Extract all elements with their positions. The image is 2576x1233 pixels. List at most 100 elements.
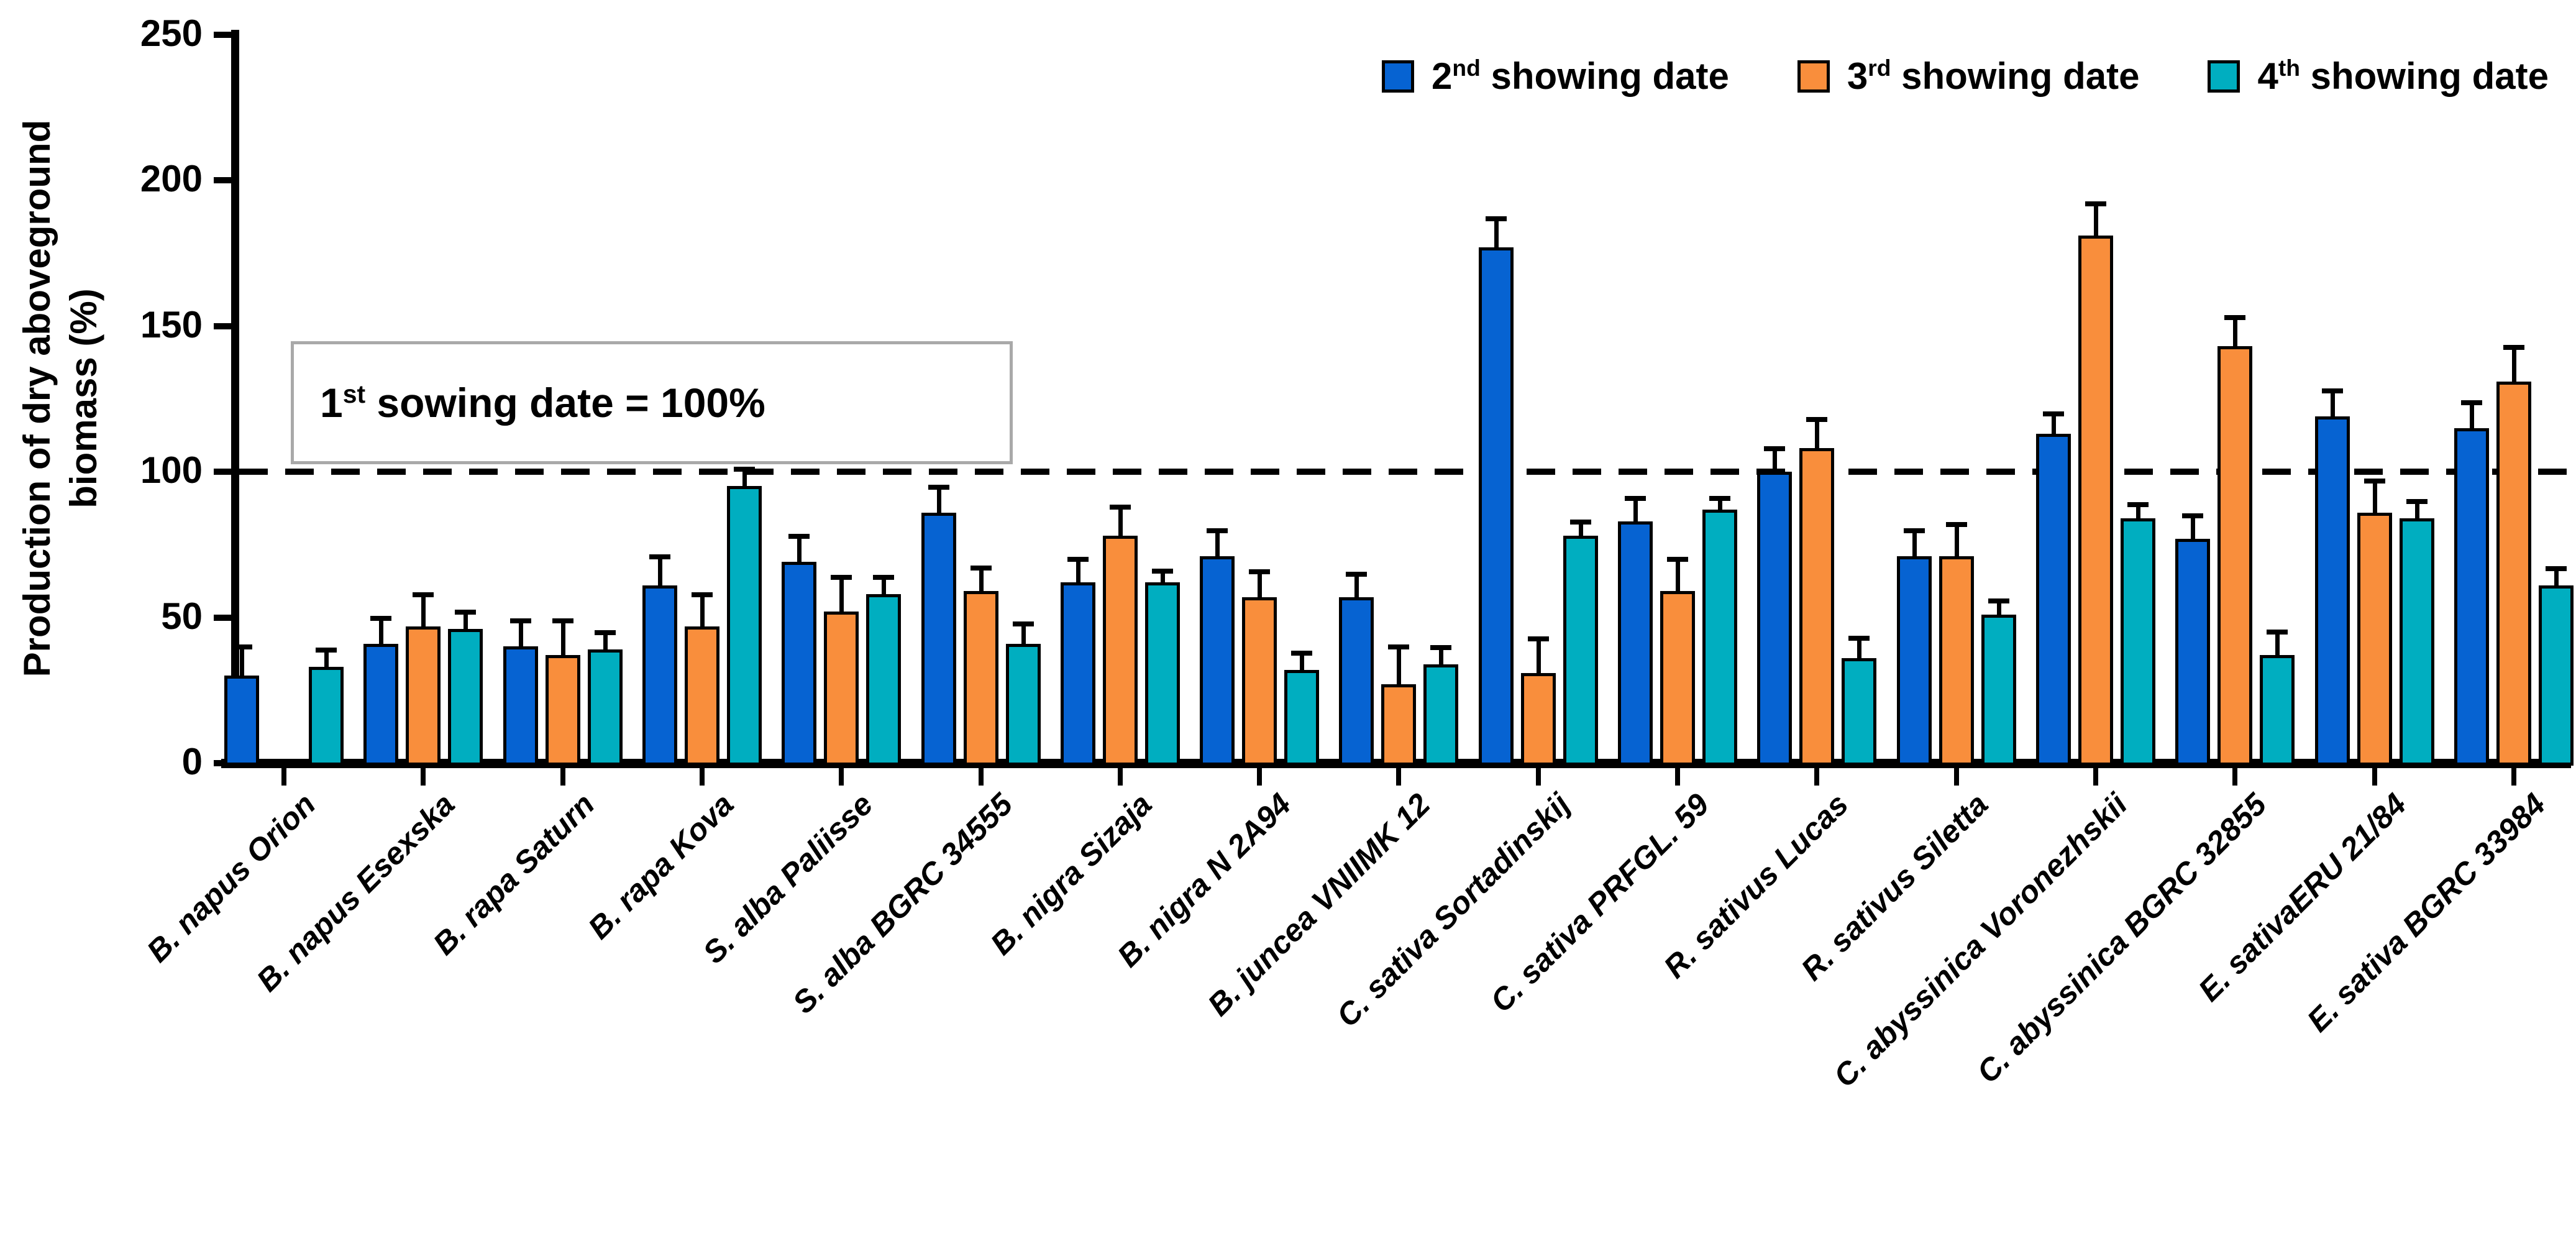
- error-bar-cap: [788, 534, 810, 539]
- error-bar-cap: [1012, 621, 1034, 626]
- error-bar-cap: [1806, 417, 1828, 423]
- error-bar: [1857, 638, 1862, 659]
- error-bar-cap: [552, 618, 573, 624]
- bar: [2357, 512, 2392, 766]
- bar: [1939, 556, 1974, 766]
- legend-label: 4th showing date: [2257, 55, 2549, 97]
- error-bar-cap: [1988, 598, 2009, 603]
- error-bar: [1215, 530, 1220, 556]
- bar: [1060, 582, 1095, 766]
- error-bar: [657, 556, 662, 585]
- error-bar-cap: [1527, 636, 1549, 641]
- bar: [963, 591, 998, 766]
- error-bar: [797, 536, 802, 562]
- error-bar-cap: [1945, 522, 1967, 527]
- error-bar-cap: [2085, 201, 2106, 207]
- error-bar: [1996, 600, 2001, 615]
- error-bar: [421, 594, 426, 626]
- error-bar: [979, 567, 984, 592]
- error-bar: [1160, 571, 1165, 583]
- error-bar-cap: [2406, 499, 2428, 505]
- error-bar: [2372, 480, 2377, 513]
- error-bar: [839, 577, 844, 612]
- bar: [2399, 518, 2434, 766]
- bar: [448, 629, 483, 766]
- error-bar-cap: [2224, 315, 2246, 321]
- reference-annotation-box: 1st sowing date = 100%: [291, 341, 1013, 464]
- biomass-bar-chart: Production of dry aboveground biomass (%…: [14, 4, 2574, 1094]
- bar: [824, 612, 859, 766]
- x-tick-mark: [699, 768, 705, 786]
- error-bar-cap: [1430, 644, 1452, 650]
- bar: [309, 667, 344, 766]
- error-bar: [2135, 504, 2140, 519]
- legend-item-2nd-showing-date: 2nd showing date: [1382, 55, 1729, 98]
- error-bar: [936, 486, 941, 513]
- bar: [1660, 591, 1695, 766]
- error-bar-cap: [928, 484, 949, 490]
- error-bar: [882, 576, 887, 594]
- error-bar: [2275, 631, 2280, 656]
- y-tick-mark: [214, 614, 235, 621]
- error-bar-cap: [1291, 650, 1313, 656]
- bar: [2454, 428, 2489, 766]
- bar: [866, 594, 902, 766]
- error-bar: [2093, 203, 2098, 236]
- bar: [726, 486, 762, 766]
- error-bar-cap: [2042, 411, 2064, 417]
- y-tick-mark: [214, 31, 235, 38]
- error-bar: [2414, 501, 2419, 519]
- error-bar: [1494, 218, 1499, 247]
- error-bar-cap: [1346, 571, 1368, 577]
- y-tick-label: 0: [181, 741, 203, 782]
- error-bar-cap: [1485, 216, 1507, 221]
- x-tick-mark: [2511, 768, 2516, 786]
- y-tick-label: 200: [140, 158, 203, 199]
- bar: [2078, 236, 2113, 766]
- error-bar-cap: [2321, 388, 2343, 393]
- error-bar: [2511, 346, 2516, 382]
- x-tick-mark: [421, 768, 426, 786]
- error-bar-cap: [873, 574, 895, 580]
- reference-annotation-text: 1st sowing date = 100%: [320, 380, 765, 426]
- error-bar-cap: [316, 648, 337, 653]
- bar: [1702, 509, 1737, 766]
- bar: [642, 585, 677, 766]
- bar: [1981, 614, 2016, 766]
- y-tick-mark: [214, 323, 235, 329]
- y-tick-label: 250: [140, 12, 203, 54]
- bar: [2538, 585, 2574, 766]
- bar: [921, 512, 956, 766]
- error-bar-cap: [970, 566, 992, 571]
- bar: [1005, 643, 1041, 766]
- bar: [1799, 448, 1835, 766]
- error-bar: [1439, 646, 1444, 664]
- error-bar-cap: [2364, 478, 2385, 484]
- x-tick-mark: [1675, 768, 1680, 786]
- y-tick-label: 150: [140, 303, 203, 346]
- error-bar: [1815, 419, 1820, 449]
- legend-label: 3rd showing date: [1847, 55, 2140, 97]
- error-bar-cap: [1667, 557, 1688, 562]
- x-tick-mark: [1257, 768, 1263, 786]
- error-bar-cap: [1709, 495, 1730, 501]
- error-bar-cap: [1249, 569, 1271, 574]
- x-tick-mark: [1117, 768, 1123, 786]
- error-bar-cap: [1764, 446, 1786, 451]
- bar: [1339, 597, 1374, 766]
- error-bar: [1954, 524, 1959, 556]
- y-axis-title: Production of dry aboveground biomass (%…: [14, 4, 107, 793]
- error-bar-cap: [1388, 644, 1410, 650]
- error-bar: [1676, 559, 1680, 592]
- error-bar: [1536, 638, 1541, 673]
- bar: [363, 643, 399, 766]
- x-tick-mark: [1535, 768, 1541, 786]
- error-bar: [2051, 413, 2056, 434]
- reference-line-100pct: [239, 469, 2572, 475]
- error-bar-cap: [509, 618, 531, 624]
- y-tick-mark: [214, 469, 235, 475]
- x-tick-mark: [839, 768, 844, 786]
- error-bar: [560, 620, 565, 656]
- error-bar-cap: [2503, 344, 2524, 350]
- legend-item-3rd-showing-date: 3rd showing date: [1797, 55, 2140, 98]
